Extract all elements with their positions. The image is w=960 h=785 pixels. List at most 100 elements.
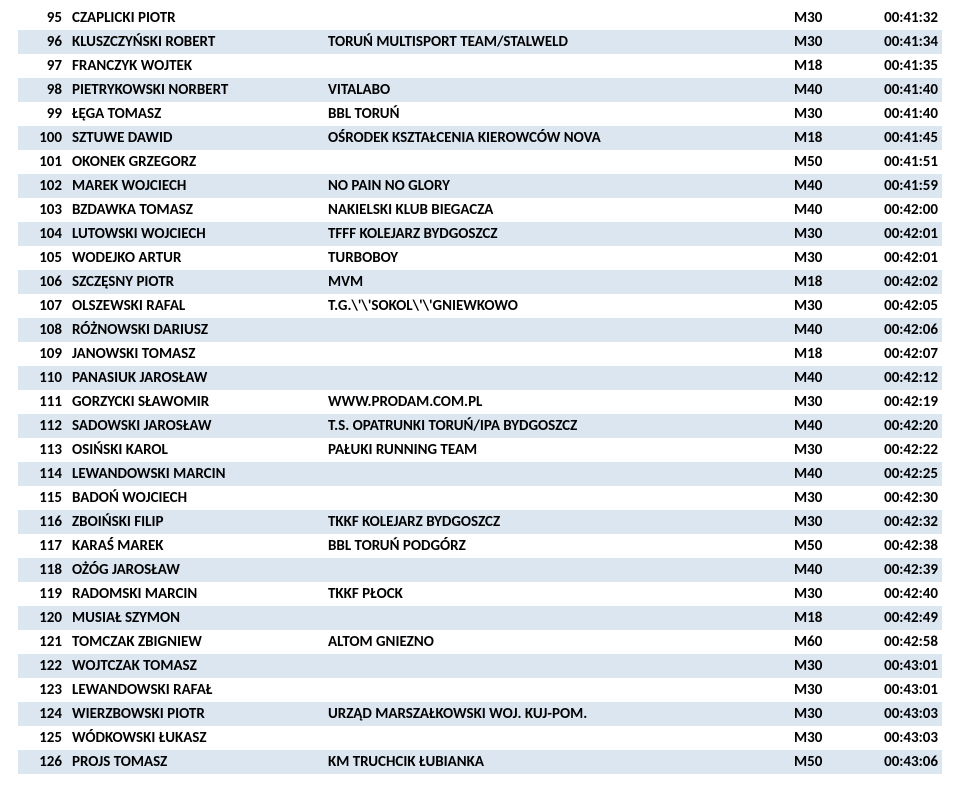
results-table: 95CZAPLICKI PIOTRM3000:41:3296KLUSZCZYŃS… [0,0,960,784]
cell-category: M30 [794,486,848,510]
cell-position: 113 [18,438,62,462]
cell-name: MUSIAŁ SZYMON [62,606,318,630]
table-row: 111GORZYCKI SŁAWOMIRWWW.PRODAM.COM.PLM30… [18,390,942,414]
cell-club: NO PAIN NO GLORY [318,174,794,198]
table-row: 112SADOWSKI JAROSŁAWT.S. OPATRUNKI TORUŃ… [18,414,942,438]
table-row: 98PIETRYKOWSKI NORBERTVITALABOM4000:41:4… [18,78,942,102]
cell-time: 00:43:01 [848,678,942,702]
cell-category: M30 [794,246,848,270]
cell-position: 104 [18,222,62,246]
cell-category: M18 [794,606,848,630]
cell-time: 00:42:00 [848,198,942,222]
table-row: 123LEWANDOWSKI RAFAŁ M3000:43:01 [18,678,942,702]
cell-category: M30 [794,222,848,246]
cell-category: M30 [794,654,848,678]
table-row: 107OLSZEWSKI RAFALT.G.\'\'SOKOL\'\'GNIEW… [18,294,942,318]
cell-category: M30 [794,678,848,702]
cell-time: 00:42:39 [848,558,942,582]
cell-category: M30 [794,390,848,414]
cell-name: LUTOWSKI WOJCIECH [62,222,318,246]
cell-category: M40 [794,174,848,198]
cell-position: 95 [18,6,62,30]
table-row: 115BADOŃ WOJCIECH M3000:42:30 [18,486,942,510]
cell-time: 00:43:03 [848,726,942,750]
cell-position: 117 [18,534,62,558]
cell-time: 00:42:12 [848,366,942,390]
table-row: 108RÓŻNOWSKI DARIUSZM4000:42:06 [18,318,942,342]
cell-name: TOMCZAK ZBIGNIEW [62,630,318,654]
cell-category: M30 [794,30,848,54]
cell-position: 123 [18,678,62,702]
cell-time: 00:42:25 [848,462,942,486]
cell-time: 00:41:32 [848,6,942,30]
cell-category: M40 [794,198,848,222]
cell-position: 122 [18,654,62,678]
cell-position: 116 [18,510,62,534]
cell-name: LEWANDOWSKI RAFAŁ [62,678,318,702]
table-row: 103BZDAWKA TOMASZNAKIELSKI KLUB BIEGACZA… [18,198,942,222]
cell-category: M30 [794,294,848,318]
cell-club: TFFF KOLEJARZ BYDGOSZCZ [318,222,794,246]
cell-position: 100 [18,126,62,150]
cell-time: 00:42:19 [848,390,942,414]
cell-category: M60 [794,630,848,654]
cell-name: ZBOIŃSKI FILIP [62,510,318,534]
cell-position: 119 [18,582,62,606]
cell-position: 96 [18,30,62,54]
cell-position: 107 [18,294,62,318]
cell-name: MAREK WOJCIECH [62,174,318,198]
cell-time: 00:41:35 [848,54,942,78]
cell-name: OSIŃSKI KAROL [62,438,318,462]
cell-time: 00:42:01 [848,222,942,246]
cell-time: 00:43:01 [848,654,942,678]
cell-time: 00:42:38 [848,534,942,558]
table-row: 97FRANCZYK WOJTEKM1800:41:35 [18,54,942,78]
cell-club: PAŁUKI RUNNING TEAM [318,438,794,462]
cell-category: M40 [794,78,848,102]
table-row: 109JANOWSKI TOMASZM1800:42:07 [18,342,942,366]
cell-name: KARAŚ MAREK [62,534,318,558]
cell-time: 00:41:40 [848,102,942,126]
cell-time: 00:42:05 [848,294,942,318]
cell-club: TORUŃ MULTISPORT TEAM/STALWELD [318,30,794,54]
cell-category: M30 [794,102,848,126]
cell-time: 00:41:59 [848,174,942,198]
table-row: 105WODEJKO ARTURTURBOBOYM3000:42:01 [18,246,942,270]
cell-category: M30 [794,6,848,30]
cell-category: M50 [794,150,848,174]
cell-time: 00:42:22 [848,438,942,462]
cell-time: 00:42:49 [848,606,942,630]
cell-club: WWW.PRODAM.COM.PL [318,390,794,414]
cell-category: M18 [794,126,848,150]
cell-category: M40 [794,558,848,582]
cell-name: BADOŃ WOJCIECH [62,486,318,510]
cell-club: BBL TORUŃ PODGÓRZ [318,534,794,558]
cell-category: M30 [794,702,848,726]
cell-time: 00:42:20 [848,414,942,438]
cell-category: M18 [794,270,848,294]
cell-name: SADOWSKI JAROSŁAW [62,414,318,438]
cell-time: 00:41:51 [848,150,942,174]
table-row: 117KARAŚ MAREKBBL TORUŃ PODGÓRZM5000:42:… [18,534,942,558]
cell-category: M40 [794,318,848,342]
table-row: 106SZCZĘSNY PIOTRMVMM1800:42:02 [18,270,942,294]
cell-position: 99 [18,102,62,126]
cell-time: 00:42:30 [848,486,942,510]
cell-time: 00:42:06 [848,318,942,342]
cell-club: MVM [318,270,794,294]
cell-club: KM TRUCHCIK ŁUBIANKA [318,750,794,774]
cell-club: T.S. OPATRUNKI TORUŃ/IPA BYDGOSZCZ [318,414,794,438]
cell-position: 120 [18,606,62,630]
cell-position: 115 [18,486,62,510]
table-row: 114LEWANDOWSKI MARCINM4000:42:25 [18,462,942,486]
cell-position: 110 [18,366,62,390]
cell-club: TKKF PŁOCK [318,582,794,606]
cell-club: URZĄD MARSZAŁKOWSKI WOJ. KUJ-POM. [318,702,794,726]
table-row: 102MAREK WOJCIECHNO PAIN NO GLORYM4000:4… [18,174,942,198]
cell-club: TURBOBOY [318,246,794,270]
cell-club: T.G.\'\'SOKOL\'\'GNIEWKOWO [318,294,794,318]
cell-position: 126 [18,750,62,774]
cell-category: M30 [794,582,848,606]
cell-club: OŚRODEK KSZTAŁCENIA KIEROWCÓW NOVA [318,126,794,150]
table-row: 100SZTUWE DAWIDOŚRODEK KSZTAŁCENIA KIERO… [18,126,942,150]
